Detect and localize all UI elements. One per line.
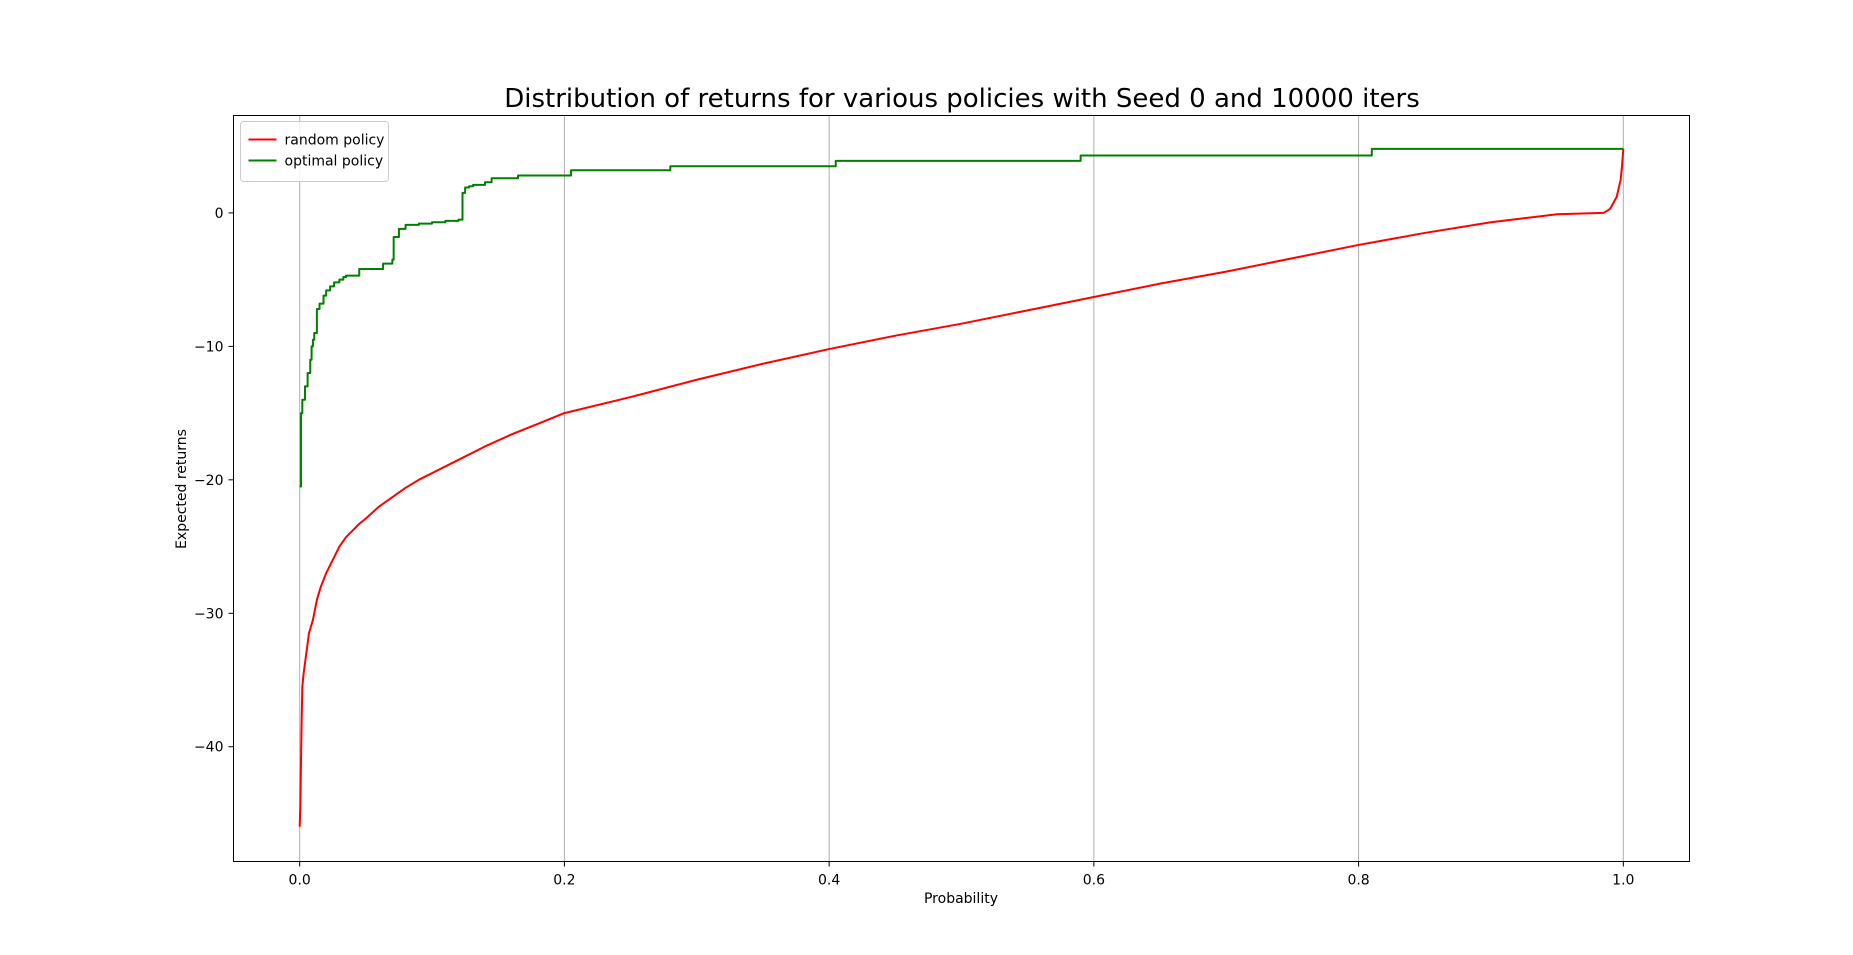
x-tick-label: 0.6 <box>1083 873 1105 889</box>
grid-lines <box>299 115 1624 862</box>
y-tick-label: −40 <box>194 740 224 756</box>
legend: random policy optimal policy <box>240 121 389 182</box>
legend-label: optimal policy <box>285 154 384 170</box>
legend-box <box>240 121 389 182</box>
plot-area <box>233 115 1690 862</box>
chart-title: Distribution of returns for various poli… <box>504 84 1420 114</box>
y-tick-label: −20 <box>194 473 224 489</box>
legend-label: random policy <box>285 133 385 149</box>
optimal-policy-line <box>299 147 1624 488</box>
x-tick-label: 0.2 <box>553 873 575 889</box>
x-tick-label: 0.4 <box>818 873 840 889</box>
y-tick-label: 0 <box>215 206 224 222</box>
random-policy-line <box>298 148 1625 827</box>
plot-frame <box>233 115 1690 862</box>
x-tick-label: 0.8 <box>1347 873 1369 889</box>
x-tick-label: 1.0 <box>1612 873 1634 889</box>
y-tick-label: −10 <box>194 339 224 355</box>
x-axis-ticks: 0.0 0.2 0.4 0.6 0.8 1.0 <box>289 861 1634 889</box>
y-tick-label: −30 <box>194 606 224 622</box>
y-axis-ticks: −40 −30 −20 −10 0 <box>194 206 234 756</box>
x-axis-label: Probability <box>924 891 998 907</box>
series-lines <box>298 147 1625 827</box>
y-axis-label: Expected returns <box>174 429 190 549</box>
x-tick-label: 0.0 <box>289 873 311 889</box>
